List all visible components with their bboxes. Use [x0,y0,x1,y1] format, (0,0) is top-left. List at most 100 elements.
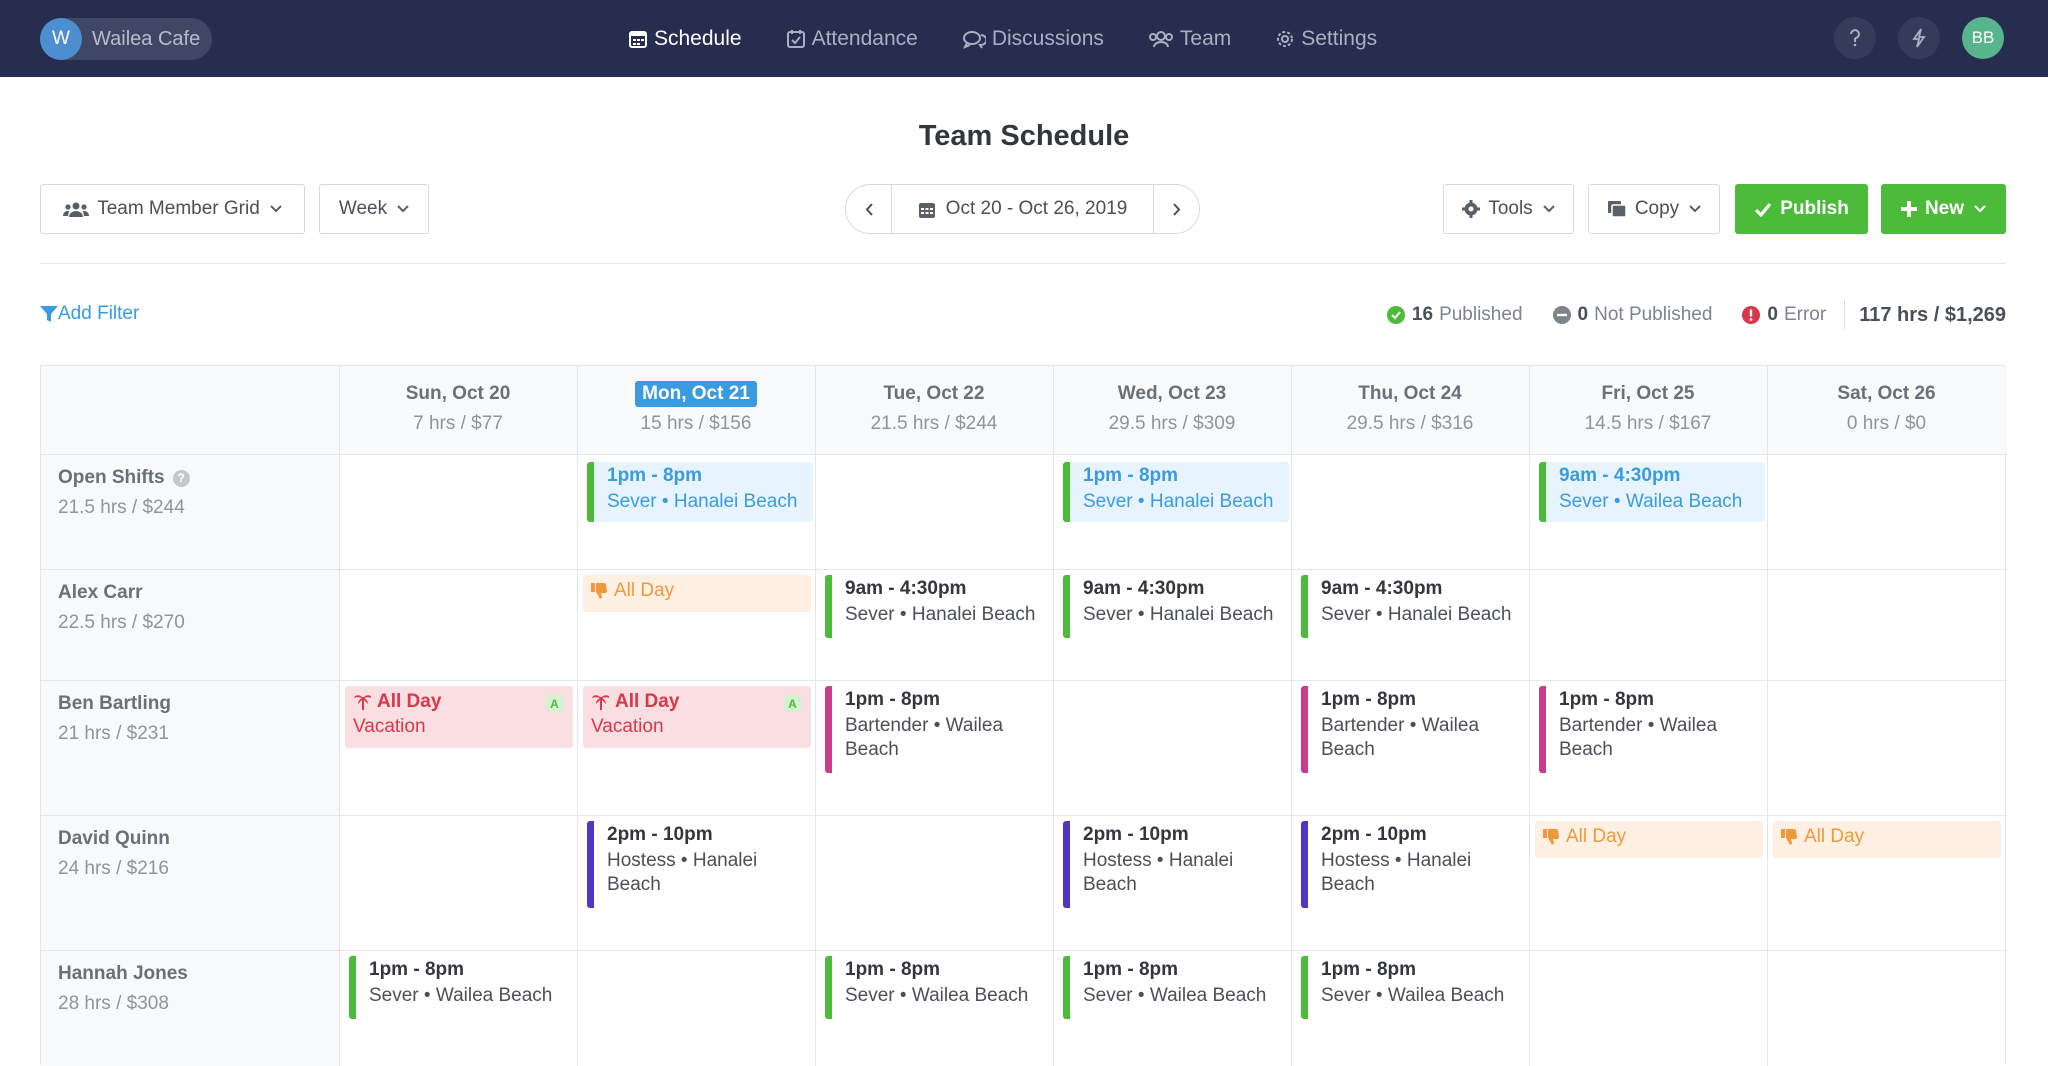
shift-role: Sever • Wailea Beach [1083,985,1267,1006]
help-button[interactable] [1834,17,1876,59]
nav-discussions-label: Discussions [991,26,1104,50]
publish-button[interactable]: Publish [1735,184,1868,234]
chevron-down-icon [1974,205,1986,213]
lightning-icon [1912,28,1926,48]
time-off-card[interactable]: All Day Vacation A [345,686,573,748]
shift-role: Sever • Hanalei Beach [607,491,798,512]
row-open-shifts[interactable]: Open Shifts? 21.5 hrs / $244 [58,467,190,519]
open-shift-card[interactable]: 1pm - 8pm Sever • Hanalei Beach [1063,462,1289,522]
error-circle-icon [1742,306,1761,324]
nav-settings-label: Settings [1301,26,1378,50]
row-name: Ben Bartling [58,693,171,714]
shift-time: 2pm - 10pm [1083,824,1189,845]
nav-team[interactable]: Team [1148,27,1231,51]
shift-card[interactable]: 9am - 4:30pm Sever • Hanalei Beach [825,575,1051,638]
day-header-fri[interactable]: Fri, Oct 25 14.5 hrs / $167 [1529,366,1767,454]
user-avatar[interactable]: BB [1962,17,2004,59]
row-alex-carr[interactable]: Alex Carr 22.5 hrs / $270 [58,582,185,634]
question-icon [1850,29,1860,47]
shift-time: 1pm - 8pm [1321,959,1417,980]
approved-badge: A [784,695,801,712]
nav-attendance[interactable]: Attendance [786,27,918,51]
new-label: New [1924,198,1965,219]
chevron-down-icon [1542,205,1555,213]
unavailable-card[interactable]: All Day [1535,821,1763,858]
shift-role: Sever • Hanalei Beach [1321,604,1512,625]
row-hours: 21.5 hrs / $244 [58,497,185,518]
range-select[interactable]: Week [319,184,429,234]
shift-card[interactable]: 1pm - 8pm Sever • Wailea Beach [1301,956,1527,1019]
row-ben-bartling[interactable]: Ben Bartling 21 hrs / $231 [58,693,171,745]
add-filter-button[interactable]: Add Filter [40,303,139,325]
day-header-wed[interactable]: Wed, Oct 23 29.5 hrs / $309 [1053,366,1291,454]
time-off-card[interactable]: All Day Vacation A [583,686,811,748]
shift-time: 1pm - 8pm [369,959,465,980]
users-icon [63,202,90,217]
day-header-sat[interactable]: Sat, Oct 26 0 hrs / $0 [1767,366,2006,454]
filter-icon [40,306,58,322]
shift-card[interactable]: 1pm - 8pm Sever • Wailea Beach [349,956,575,1019]
shift-card[interactable]: 9am - 4:30pm Sever • Hanalei Beach [1063,575,1289,638]
copy-icon [1607,201,1627,218]
shift-role: Sever • Wailea Beach [369,985,553,1006]
shift-time: 1pm - 8pm [845,689,941,710]
date-range-button[interactable]: Oct 20 - Oct 26, 2019 [891,185,1154,233]
day-header-sun[interactable]: Sun, Oct 20 7 hrs / $77 [339,366,577,454]
shift-card[interactable]: 2pm - 10pm Hostess • Hanalei Beach [1063,821,1289,908]
stats-divider [1844,300,1846,330]
day-header-mon[interactable]: Mon, Oct 21 15 hrs / $156 [577,366,815,454]
day-label: Tue, Oct 22 [883,383,985,404]
schedule-grid: Sun, Oct 20 7 hrs / $77 Mon, Oct 21 15 hrs… [40,365,2007,1066]
shift-card[interactable]: 1pm - 8pm Bartender • Wailea Beach [825,686,1051,773]
shift-card[interactable]: 9am - 4:30pm Sever • Hanalei Beach [1301,575,1527,638]
tools-button[interactable]: Tools [1443,184,1574,234]
day-header-tue[interactable]: Tue, Oct 22 21.5 hrs / $244 [815,366,1053,454]
check-icon [1755,202,1772,217]
shift-card[interactable]: 1pm - 8pm Bartender • Wailea Beach [1301,686,1527,773]
whats-new-button[interactable] [1898,17,1940,59]
view-select[interactable]: Team Member Grid [40,184,305,234]
day-header-thu[interactable]: Thu, Oct 24 29.5 hrs / $316 [1291,366,1529,454]
row-hannah-jones[interactable]: Hannah Jones 28 hrs / $308 [58,963,188,1015]
nav-schedule[interactable]: Schedule [628,27,742,51]
shift-card[interactable]: 1pm - 8pm Sever • Wailea Beach [1063,956,1289,1019]
calendar-icon [918,202,935,218]
day-label: Sun, Oct 20 [405,383,511,404]
day-label: Fri, Oct 25 [1601,383,1695,404]
unavailable-card[interactable]: All Day [1773,821,2001,858]
copy-button[interactable]: Copy [1588,184,1720,234]
nav-settings[interactable]: Settings [1275,27,1377,51]
shift-card[interactable]: 2pm - 10pm Hostess • Hanalei Beach [1301,821,1527,908]
shift-role: Sever • Hanalei Beach [1083,604,1274,625]
open-shift-card[interactable]: 1pm - 8pm Sever • Hanalei Beach [587,462,813,522]
shift-role: Sever • Wailea Beach [1559,491,1743,512]
unavailable-card[interactable]: All Day [583,575,811,612]
shift-card[interactable]: 1pm - 8pm Bartender • Wailea Beach [1539,686,1765,773]
new-button[interactable]: New [1881,184,2006,234]
chevron-down-icon [397,205,409,213]
published-stat: 16 Published [1386,304,1523,326]
shift-time: 2pm - 10pm [1321,824,1427,845]
publish-label: Publish [1780,198,1849,219]
nav-discussions[interactable]: Discussions [962,27,1104,51]
next-week-button[interactable] [1154,185,1199,233]
shift-card[interactable]: 2pm - 10pm Hostess • Hanalei Beach [587,821,813,908]
shift-time: 2pm - 10pm [607,824,713,845]
shift-time: 1pm - 8pm [607,465,703,486]
open-shift-card[interactable]: 9am - 4:30pm Sever • Wailea Beach [1539,462,1765,522]
palm-tree-icon [592,695,609,710]
shift-card[interactable]: 1pm - 8pm Sever • Wailea Beach [825,956,1051,1019]
day-label-today: Mon, Oct 21 [635,381,757,407]
row-david-quinn[interactable]: David Quinn 24 hrs / $216 [58,828,170,880]
palm-tree-icon [354,695,371,710]
help-icon[interactable]: ? [172,469,190,487]
chevron-right-icon [1172,202,1180,216]
shift-time: 1pm - 8pm [1321,689,1417,710]
location-switcher[interactable]: W Wailea Cafe [40,18,212,60]
row-name: David Quinn [58,828,170,849]
calendar-check-icon [786,29,805,48]
prev-week-button[interactable] [846,185,891,233]
shift-time: 1pm - 8pm [1559,689,1655,710]
chevron-down-icon [270,205,282,213]
shift-time: 9am - 4:30pm [845,578,967,599]
